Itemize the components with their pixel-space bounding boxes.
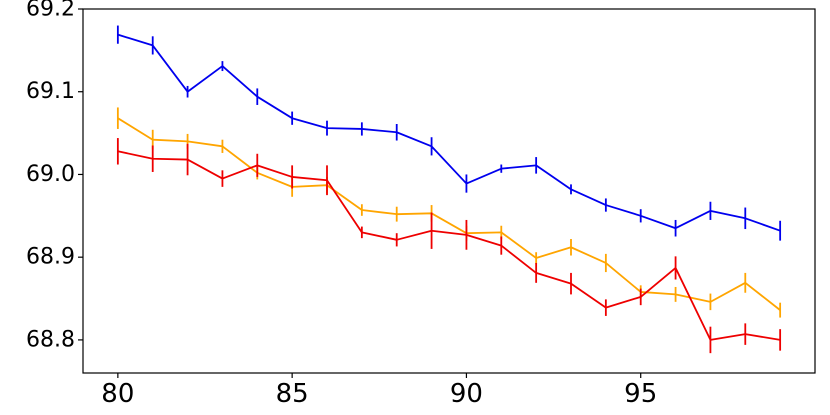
x-tick-label: 85 <box>276 379 309 409</box>
series-layer <box>116 25 782 354</box>
x-tick-label: 95 <box>624 379 657 409</box>
y-tick-label: 68.9 <box>26 245 75 270</box>
series-2 <box>116 107 782 318</box>
y-tick-label: 69.2 <box>26 0 75 22</box>
series-line <box>117 117 781 311</box>
x-axis: 80 85 90 95 <box>101 373 657 409</box>
x-tick-label: 90 <box>450 379 483 409</box>
y-tick-label: 69.1 <box>26 79 75 104</box>
series-line <box>117 33 781 232</box>
plot-frame <box>82 8 816 374</box>
y-tick-label: 69.0 <box>26 162 75 187</box>
series-line <box>117 150 781 341</box>
y-axis: 68.8 68.9 69.0 69.1 69.2 <box>26 0 83 352</box>
y-tick-label: 68.8 <box>26 327 75 352</box>
series-3 <box>116 138 782 354</box>
series-1 <box>116 25 782 241</box>
x-tick-label: 80 <box>101 379 134 409</box>
